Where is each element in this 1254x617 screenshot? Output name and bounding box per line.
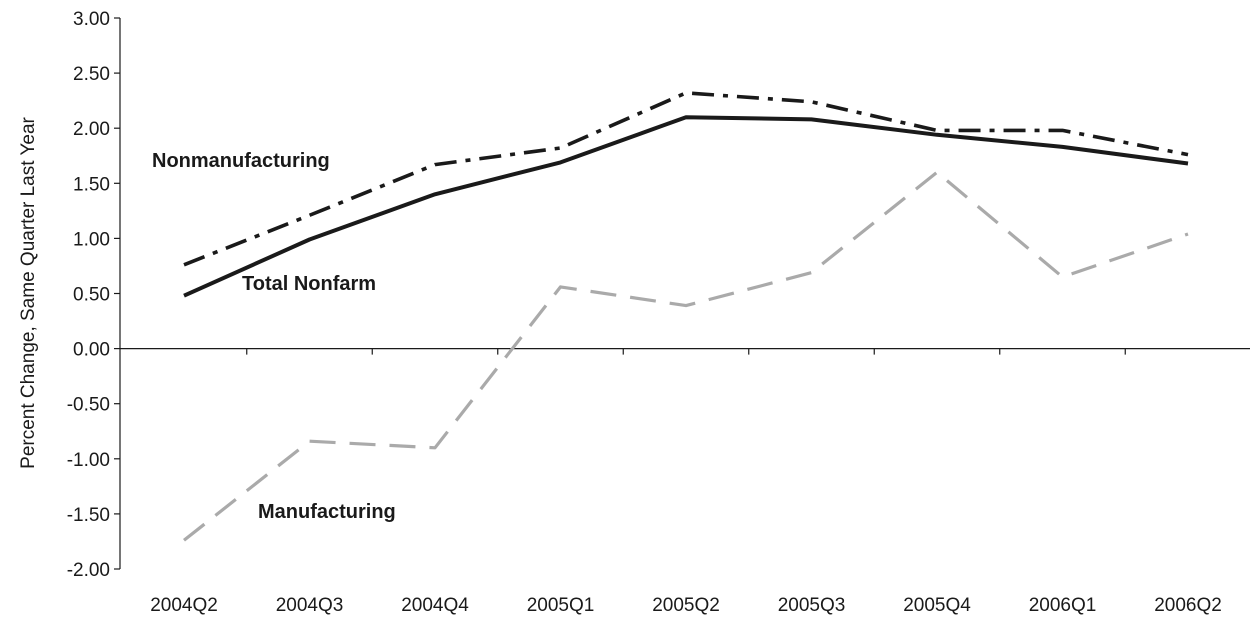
series-label-manufacturing: Manufacturing	[258, 501, 396, 523]
y-tick-label: 2.50	[73, 64, 110, 85]
y-tick-label: -1.00	[67, 450, 110, 471]
y-tick-label: -0.50	[67, 395, 110, 416]
x-axis-ticks: 2004Q2 2004Q3 2004Q4 2005Q1 2005Q2 2005Q3 2005…	[150, 348, 1222, 616]
y-tick-label: 2.00	[73, 119, 110, 140]
x-tick-label: 2005Q3	[778, 595, 846, 616]
series-lines	[183, 91, 1189, 542]
series-labels: Nonmanufacturing Total Nonfarm Manufactu…	[152, 150, 396, 523]
y-tick-label: -1.50	[67, 505, 110, 526]
y-tick-label: 0.50	[73, 285, 110, 306]
x-tick-label: 2004Q3	[276, 595, 344, 616]
x-tick-label: 2005Q2	[652, 595, 720, 616]
x-tick-label: 2004Q2	[150, 595, 218, 616]
series-label-total-nonfarm: Total Nonfarm	[242, 273, 376, 295]
series-line-total-nonfarm	[183, 115, 1189, 298]
y-axis-ticks: 3.00 2.50 2.00 1.50 1.00 0.50 0.00 -0.50 -1.00 -1…	[67, 9, 120, 581]
x-tick-label: 2006Q1	[1029, 595, 1097, 616]
y-tick-label: 1.50	[73, 174, 110, 195]
x-tick-label: 2005Q4	[903, 595, 971, 616]
y-tick-label: 3.00	[73, 9, 110, 30]
series-label-nonmanufacturing: Nonmanufacturing	[152, 150, 330, 172]
x-tick-label: 2005Q1	[527, 595, 595, 616]
series-line-manufacturing	[183, 170, 1189, 542]
y-axis-title: Percent Change, Same Quarter Last Year	[18, 116, 39, 468]
x-tick-label: 2006Q2	[1154, 595, 1222, 616]
y-tick-label: -2.00	[67, 560, 110, 581]
x-tick-label: 2004Q4	[401, 595, 469, 616]
y-tick-label: 0.00	[73, 340, 110, 361]
y-tick-label: 1.00	[73, 229, 110, 250]
series-line-nonmanufacturing	[183, 91, 1189, 267]
